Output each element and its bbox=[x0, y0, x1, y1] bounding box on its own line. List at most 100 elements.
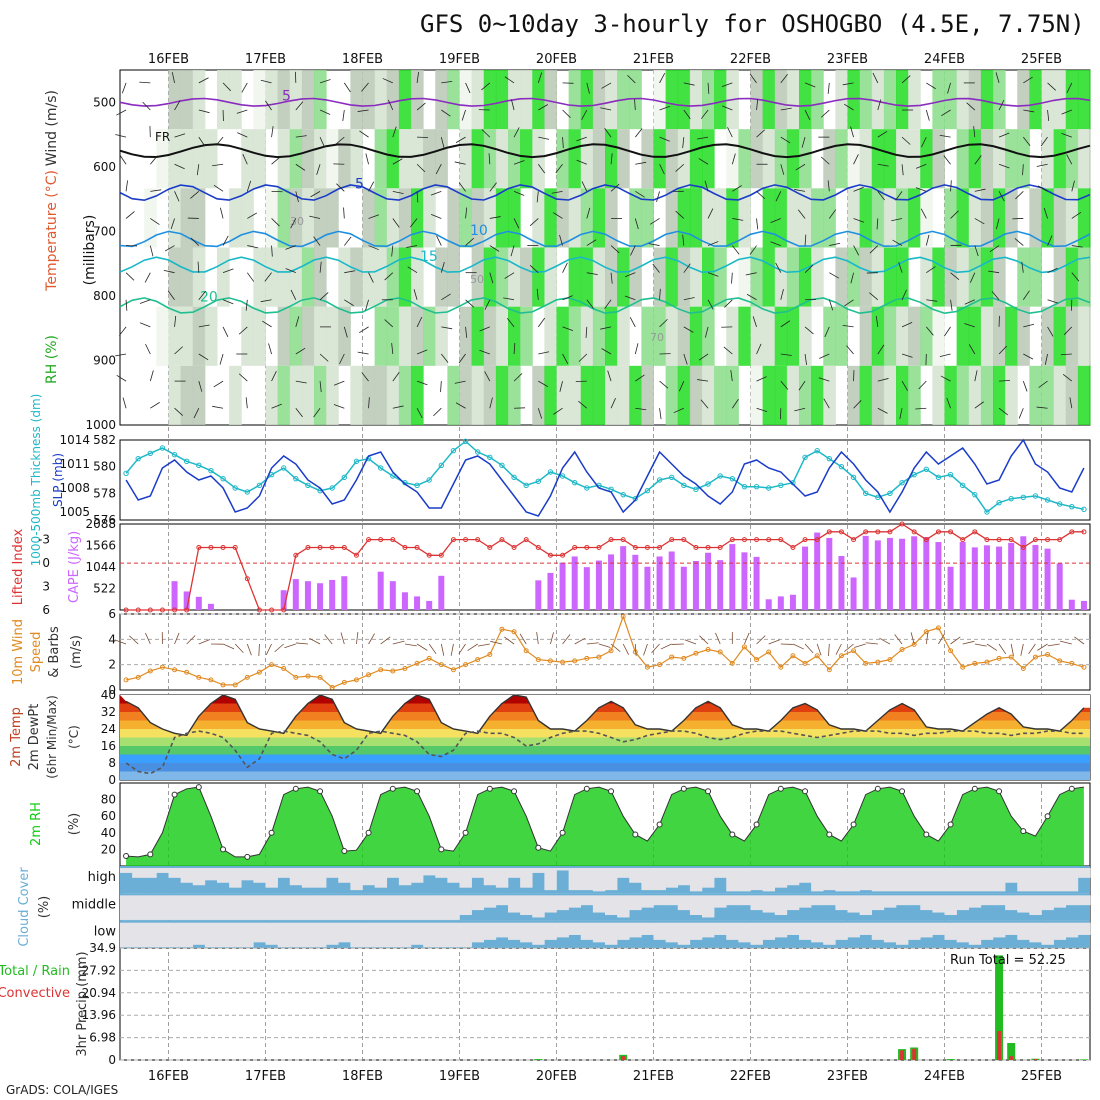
li-tick: 6 bbox=[42, 603, 50, 617]
wind-speed-point bbox=[159, 664, 165, 670]
rh-point bbox=[1068, 785, 1075, 792]
wind-barb bbox=[553, 212, 563, 219]
wind-barb bbox=[969, 272, 976, 283]
cloud-bar bbox=[180, 922, 194, 948]
lifted-index-point bbox=[305, 544, 311, 550]
rh-shade-cell bbox=[1077, 129, 1091, 189]
wind-barb bbox=[775, 191, 782, 202]
cloud-bar bbox=[544, 922, 557, 940]
wind-barb bbox=[430, 190, 442, 196]
rh-shade-cell bbox=[617, 365, 630, 425]
cloud-bar bbox=[714, 922, 727, 935]
wind-barb bbox=[901, 322, 913, 328]
wind-barb bbox=[604, 127, 612, 138]
wind-barb bbox=[406, 245, 418, 248]
cloud-bar bbox=[908, 895, 921, 906]
rh-shade-cell bbox=[277, 306, 291, 366]
cloud-bar bbox=[605, 895, 618, 916]
rh-shade-cell bbox=[568, 70, 582, 130]
lifted-index-point bbox=[693, 544, 699, 550]
wind-speed-point bbox=[802, 660, 808, 666]
wind-barb bbox=[780, 353, 792, 356]
wind-barb bbox=[780, 380, 789, 390]
rh-shade-cell bbox=[508, 129, 521, 189]
rh-shade-cell bbox=[714, 70, 727, 130]
rh-shade-cell bbox=[980, 365, 994, 425]
cloud-bar bbox=[277, 868, 291, 878]
wind-barb bbox=[869, 292, 879, 301]
rh-shade-cell bbox=[338, 247, 351, 307]
wind-barb bbox=[804, 353, 807, 365]
rh-shade-cell bbox=[289, 129, 303, 189]
lifted-index-point bbox=[535, 544, 541, 550]
wind-barb bbox=[484, 299, 491, 310]
wind-barb bbox=[428, 643, 437, 655]
panel-thick bbox=[119, 439, 1091, 521]
cloud-bar bbox=[641, 868, 654, 891]
wind-barb bbox=[145, 632, 151, 645]
wind-speed-point bbox=[838, 653, 844, 659]
rh-shade-cell bbox=[774, 247, 788, 307]
wind-speed-point bbox=[863, 660, 869, 666]
wind-barb bbox=[333, 404, 345, 409]
rh-shade-cell bbox=[689, 247, 703, 307]
wind-barb bbox=[673, 407, 684, 414]
rh-shade-cell bbox=[689, 365, 703, 425]
rh-shade-cell bbox=[980, 188, 994, 248]
wind-speed-point bbox=[547, 658, 553, 664]
wind-barb bbox=[721, 105, 733, 111]
cloud-bar bbox=[168, 868, 181, 878]
lifted-index-point bbox=[196, 544, 202, 550]
cloud-bar bbox=[847, 868, 860, 892]
wind-barb bbox=[926, 266, 936, 274]
wind-barb bbox=[529, 218, 539, 227]
rh-shade-cell bbox=[265, 247, 279, 307]
wind-label-3: & Barbs bbox=[47, 626, 62, 678]
bottom-day-label: 21FEB bbox=[633, 1069, 674, 1084]
wind-barb bbox=[775, 262, 782, 273]
wind-barb bbox=[989, 245, 1000, 253]
wind-barb bbox=[745, 272, 757, 276]
top-day-label: 25FEB bbox=[1021, 52, 1062, 67]
cloud-bar bbox=[1065, 922, 1079, 938]
rh-shade-cell bbox=[362, 70, 376, 130]
rh-point bbox=[438, 846, 445, 853]
rh-shade-cell bbox=[629, 70, 642, 130]
cloud-bar bbox=[411, 868, 424, 883]
cloud-bar bbox=[835, 922, 848, 940]
cloud-bar bbox=[592, 868, 606, 892]
rh-shade-cell bbox=[350, 247, 363, 307]
wind-barb bbox=[271, 218, 280, 227]
cloud-bar bbox=[786, 922, 800, 935]
cloud-bar bbox=[726, 922, 739, 940]
rh-shade-cell bbox=[508, 247, 521, 307]
slp-tick: 1008 bbox=[59, 481, 90, 495]
cloud-bar bbox=[459, 868, 472, 888]
rh-shade-cell bbox=[265, 70, 279, 130]
wind-barb bbox=[238, 326, 248, 335]
rh-shade-cell bbox=[1005, 188, 1018, 248]
rh-point bbox=[268, 829, 275, 836]
wind-barb bbox=[562, 353, 569, 364]
isotherm-label: 10 bbox=[470, 223, 488, 239]
rh-shade-cell bbox=[301, 188, 315, 248]
rh-shade-cell bbox=[289, 247, 303, 307]
cape-bar bbox=[341, 576, 348, 610]
wind-barb bbox=[433, 407, 442, 417]
temp-tick: 32 bbox=[101, 705, 116, 719]
cape-bar bbox=[1020, 536, 1027, 610]
temperature-axis-label: Temperature (°C) bbox=[44, 170, 60, 292]
cape-bar bbox=[1032, 544, 1039, 610]
rh-shade-cell bbox=[483, 247, 497, 307]
wind-barb bbox=[359, 326, 369, 334]
precip-conv-bar bbox=[900, 1050, 905, 1060]
rh-shade-cell bbox=[871, 70, 885, 130]
rh-point bbox=[705, 788, 712, 795]
cloud-bar bbox=[932, 922, 945, 935]
wind-barb bbox=[222, 643, 235, 650]
wind-barb bbox=[365, 153, 369, 165]
wind-barb bbox=[610, 153, 613, 165]
wind-barb bbox=[652, 263, 660, 273]
wind-speed-point bbox=[172, 667, 178, 673]
